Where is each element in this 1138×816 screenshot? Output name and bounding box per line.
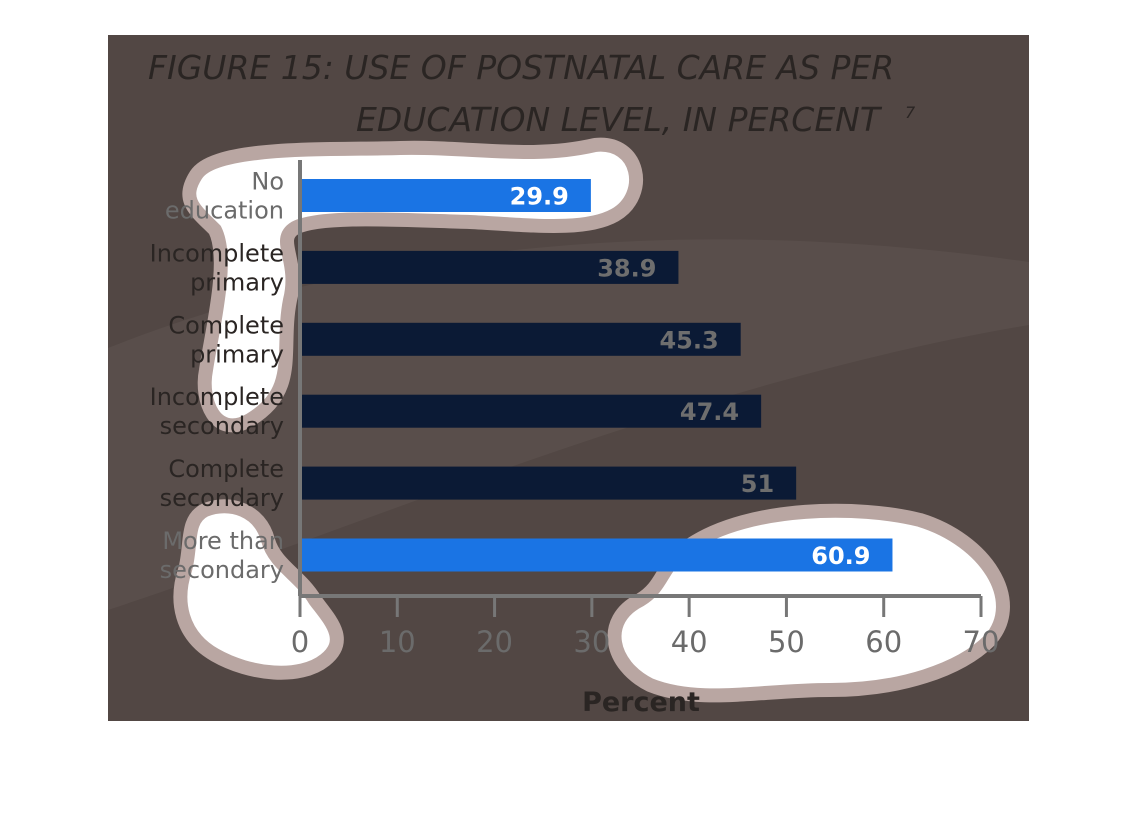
x-tick-label: 20 <box>476 625 513 659</box>
value-labels: 29.9 38.9 45.3 47.4 51 60.9 <box>510 183 871 571</box>
category-label: No education <box>165 168 284 225</box>
bar <box>300 394 762 428</box>
blob-lower-left <box>173 499 344 680</box>
data-label: 60.9 <box>811 542 870 570</box>
data-label: 38.9 <box>597 254 656 282</box>
x-tick-label: 50 <box>768 625 805 659</box>
category-label: Incomplete secondary <box>150 383 284 440</box>
bar <box>300 322 741 356</box>
data-label: 51 <box>741 470 774 498</box>
data-label: 29.9 <box>510 183 569 211</box>
category-label: Incomplete primary <box>150 239 284 296</box>
axes <box>298 160 983 617</box>
bar <box>300 179 591 212</box>
x-tick-label: 0 <box>291 625 309 659</box>
x-tick-label: 10 <box>379 625 416 659</box>
data-label: 47.4 <box>680 398 739 426</box>
chart-title-line-1: FIGURE 15: USE OF POSTNATAL CARE AS PER <box>148 48 894 87</box>
chart-title: FIGURE 15: USE OF POSTNATAL CARE AS PER E… <box>148 48 916 139</box>
bar <box>300 250 679 284</box>
category-labels: No education Incomplete primary Complete prim… <box>150 168 284 585</box>
x-tick-label: 70 <box>963 625 1000 659</box>
x-tick-label: 30 <box>573 625 610 659</box>
x-axis-label: Percent <box>582 687 700 718</box>
x-tick-label: 40 <box>671 625 708 659</box>
data-label: 45.3 <box>659 326 718 354</box>
category-label: Complete secondary <box>160 455 284 512</box>
category-label: Complete primary <box>168 311 284 368</box>
x-axis-title: Percent <box>582 687 700 718</box>
x-tick-labels: 0 10 20 30 40 50 60 70 <box>291 625 1000 659</box>
bar <box>300 466 797 500</box>
chart-title-line-2: EDUCATION LEVEL, IN PERCENT <box>356 100 883 139</box>
category-label: More than secondary <box>160 527 284 584</box>
x-tick-label: 60 <box>865 625 902 659</box>
bar <box>300 538 893 572</box>
title-footnote-mark: 7 <box>905 103 916 122</box>
bars <box>300 179 893 572</box>
